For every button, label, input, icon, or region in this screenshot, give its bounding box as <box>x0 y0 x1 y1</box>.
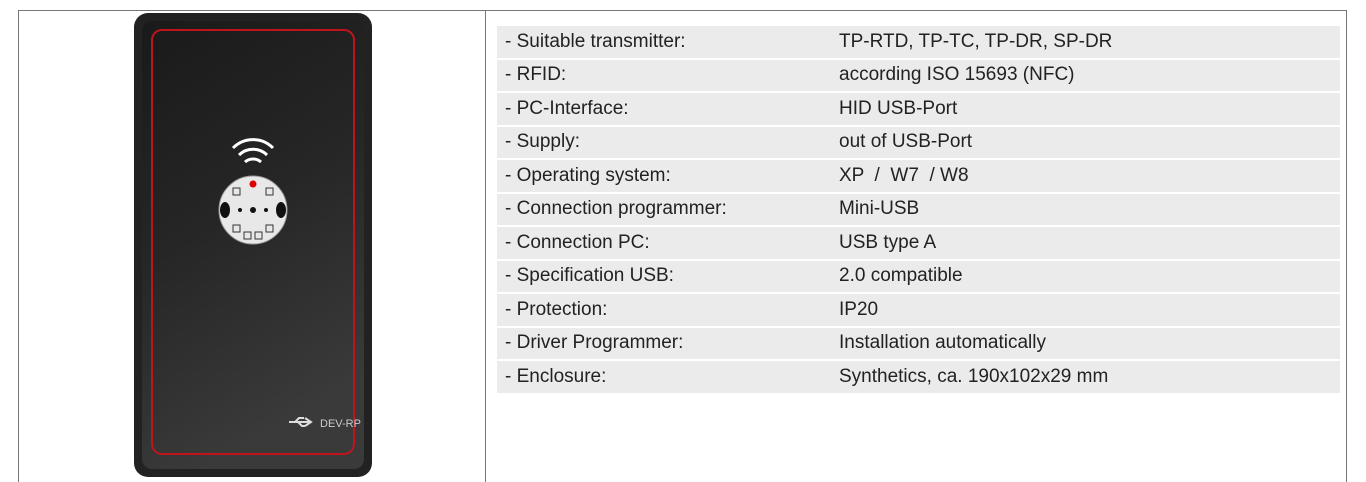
spec-value: Mini-USB <box>831 193 1340 225</box>
spec-row: - Connection PC: USB type A <box>497 227 1340 259</box>
spec-value: TP-RTD, TP-TC, TP-DR, SP-DR <box>831 26 1340 58</box>
spec-value: IP20 <box>831 294 1340 326</box>
spec-value: USB type A <box>831 227 1340 259</box>
spec-row: - Supply: out of USB-Port <box>497 126 1340 158</box>
spec-value: XP / W7 / W8 <box>831 160 1340 192</box>
spec-value: Installation automatically <box>831 327 1340 359</box>
spec-row: - Suitable transmitter: TP-RTD, TP-TC, TP… <box>497 26 1340 58</box>
spec-row: - Enclosure: Synthetics, ca. 190x102x29 m… <box>497 361 1340 393</box>
divider <box>485 10 486 482</box>
device-label: DEV-RP <box>320 418 361 430</box>
spec-table: - Suitable transmitter: TP-RTD, TP-TC, TP… <box>497 24 1340 395</box>
spec-value: Synthetics, ca. 190x102x29 mm <box>831 361 1340 393</box>
spec-key: - Suitable transmitter: <box>497 26 831 58</box>
device-red-frame <box>151 29 355 455</box>
spec-row: - Operating system: XP / W7 / W8 <box>497 160 1340 192</box>
usb-icon <box>289 417 313 427</box>
wireless-icon <box>231 138 275 164</box>
spec-value: 2.0 compatible <box>831 260 1340 292</box>
spec-row: - Connection programmer: Mini-USB <box>497 193 1340 225</box>
spec-key: - Driver Programmer: <box>497 327 831 359</box>
dial <box>218 175 288 245</box>
spec-row: - Driver Programmer: Installation automat… <box>497 327 1340 359</box>
device-face <box>142 21 364 469</box>
spec-row: - PC-Interface: HID USB-Port <box>497 93 1340 125</box>
spec-value: according ISO 15693 (NFC) <box>831 59 1340 91</box>
spec-row: - Specification USB: 2.0 compatible <box>497 260 1340 292</box>
spec-value: HID USB-Port <box>831 93 1340 125</box>
spec-key: - Operating system: <box>497 160 831 192</box>
device-image: DEV-RP <box>134 13 372 477</box>
frame <box>18 10 1347 482</box>
spec-value: out of USB-Port <box>831 126 1340 158</box>
spec-key: - Specification USB: <box>497 260 831 292</box>
spec-key: - Connection programmer: <box>497 193 831 225</box>
spec-row: - Protection: IP20 <box>497 294 1340 326</box>
spec-key: - Supply: <box>497 126 831 158</box>
spec-key: - Protection: <box>497 294 831 326</box>
spec-key: - RFID: <box>497 59 831 91</box>
spec-key: - Connection PC: <box>497 227 831 259</box>
spec-row: - RFID: according ISO 15693 (NFC) <box>497 59 1340 91</box>
spec-key: - Enclosure: <box>497 361 831 393</box>
spec-key: - PC-Interface: <box>497 93 831 125</box>
